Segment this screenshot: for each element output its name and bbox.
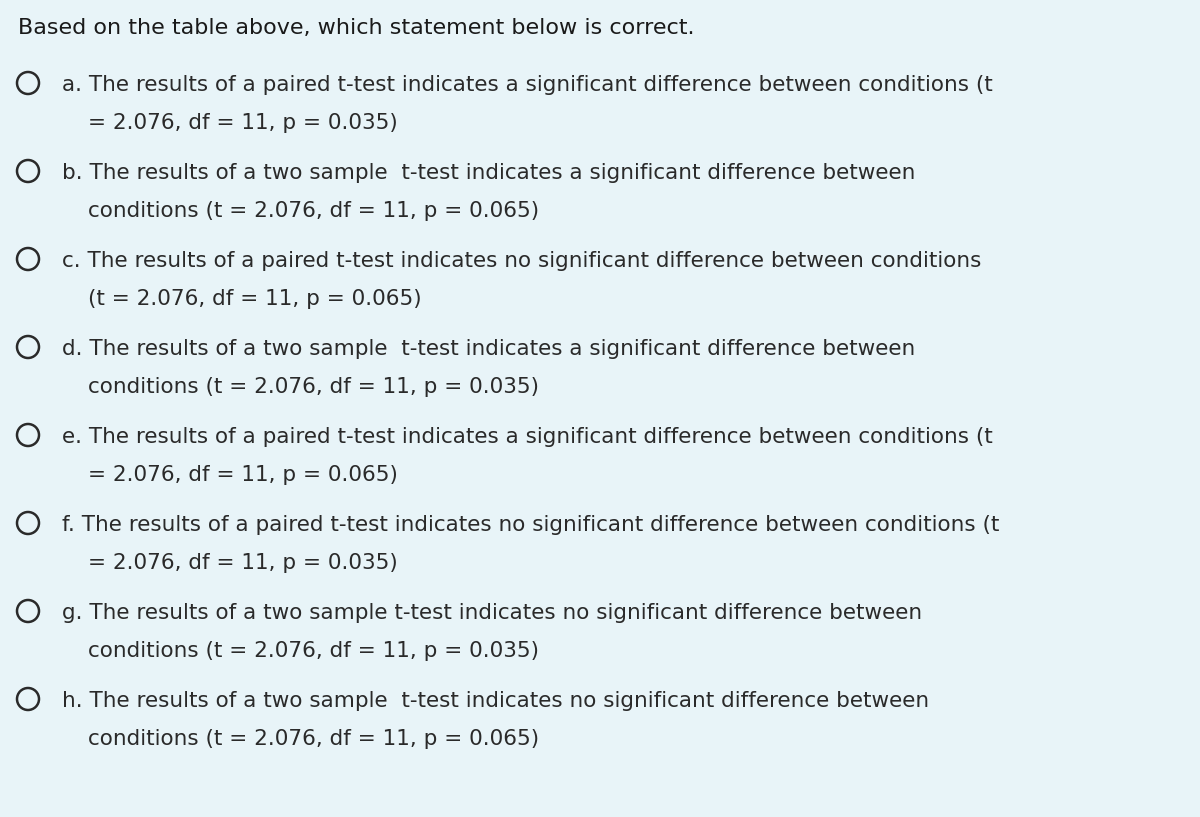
- Text: Based on the table above, which statement below is correct.: Based on the table above, which statemen…: [18, 18, 695, 38]
- Text: g. The results of a two sample t-test indicates no significant difference betwee: g. The results of a two sample t-test in…: [62, 603, 922, 623]
- Text: d. The results of a two sample  t-test indicates a significant difference betwee: d. The results of a two sample t-test in…: [62, 339, 916, 359]
- Text: a. The results of a paired t-test indicates a significant difference between con: a. The results of a paired t-test indica…: [62, 75, 992, 95]
- Text: c. The results of a paired t-test indicates no significant difference between co: c. The results of a paired t-test indica…: [62, 251, 982, 271]
- Text: conditions (t = 2.076, df = 11, p = 0.065): conditions (t = 2.076, df = 11, p = 0.06…: [88, 729, 539, 749]
- Text: conditions (t = 2.076, df = 11, p = 0.065): conditions (t = 2.076, df = 11, p = 0.06…: [88, 201, 539, 221]
- Text: e. The results of a paired t-test indicates a significant difference between con: e. The results of a paired t-test indica…: [62, 427, 992, 447]
- Text: h. The results of a two sample  t-test indicates no significant difference betwe: h. The results of a two sample t-test in…: [62, 691, 929, 711]
- Text: f. The results of a paired t-test indicates no significant difference between co: f. The results of a paired t-test indica…: [62, 515, 1000, 535]
- Text: b. The results of a two sample  t-test indicates a significant difference betwee: b. The results of a two sample t-test in…: [62, 163, 916, 183]
- Text: conditions (t = 2.076, df = 11, p = 0.035): conditions (t = 2.076, df = 11, p = 0.03…: [88, 377, 539, 397]
- Text: = 2.076, df = 11, p = 0.035): = 2.076, df = 11, p = 0.035): [88, 113, 397, 133]
- Text: = 2.076, df = 11, p = 0.035): = 2.076, df = 11, p = 0.035): [88, 553, 397, 573]
- Text: = 2.076, df = 11, p = 0.065): = 2.076, df = 11, p = 0.065): [88, 465, 398, 485]
- Text: (t = 2.076, df = 11, p = 0.065): (t = 2.076, df = 11, p = 0.065): [88, 289, 421, 309]
- Text: conditions (t = 2.076, df = 11, p = 0.035): conditions (t = 2.076, df = 11, p = 0.03…: [88, 641, 539, 661]
